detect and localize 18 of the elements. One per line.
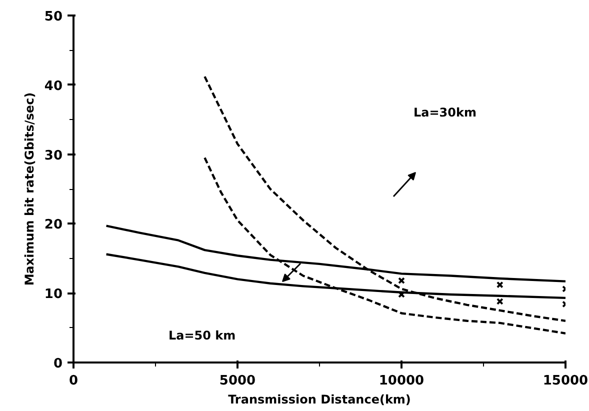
- point: [398, 291, 405, 298]
- annotation: La=50 km: [168, 328, 236, 342]
- y-tick-label: 40: [44, 78, 63, 94]
- y-tick-label: 30: [44, 148, 63, 164]
- y-tick-label: 10: [44, 287, 63, 302]
- x-tick-label: 0: [68, 374, 78, 388]
- point: [496, 298, 504, 305]
- x-axis-title: Transmission Distance(km): [228, 392, 411, 406]
- y-tick-label: 20: [44, 218, 63, 233]
- annotation: La=30km: [414, 106, 476, 120]
- y-axis-title: Maximum bit rate(Gbits/sec): [22, 92, 36, 286]
- x-tick-label: 15000: [542, 374, 588, 388]
- x-tick-label: 10000: [378, 374, 424, 388]
- point: [398, 277, 405, 284]
- y-tick-label: 50: [44, 10, 63, 24]
- y-tick-label: 0: [53, 356, 62, 372]
- point: [496, 281, 504, 288]
- x-tick-label: 5000: [219, 374, 256, 388]
